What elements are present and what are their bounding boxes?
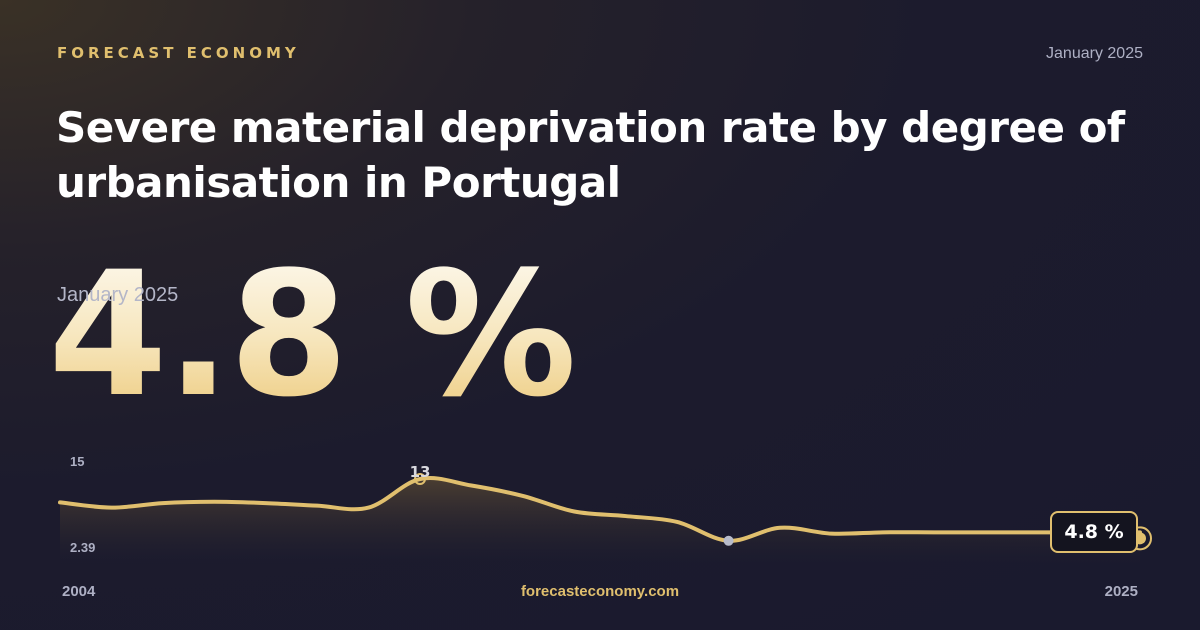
sparkline-chart: 15 2.39 13 xyxy=(58,454,1152,564)
footer-url[interactable]: forecasteconomy.com xyxy=(520,583,680,600)
brand-name: FORECAST ECONOMY xyxy=(57,44,300,62)
x-axis-end-label: 2025 xyxy=(1104,583,1138,600)
x-axis-start-label: 2004 xyxy=(62,583,96,600)
peak-marker xyxy=(414,473,426,486)
header-date: January 2025 xyxy=(1046,45,1143,62)
y-tick-max: 15 xyxy=(70,454,84,469)
chart-title: Severe material deprivation rate by degr… xyxy=(56,103,1125,207)
series-area xyxy=(60,477,1140,564)
headline-date: January 2025 xyxy=(57,284,179,306)
last-value-callout: 4.8 % xyxy=(1050,511,1138,553)
y-tick-min: 2.39 xyxy=(70,540,95,555)
series-line xyxy=(58,476,1142,543)
peak-label: 13 xyxy=(410,463,431,481)
min-marker xyxy=(723,535,734,546)
headline-value: 4.8 % xyxy=(48,234,577,435)
